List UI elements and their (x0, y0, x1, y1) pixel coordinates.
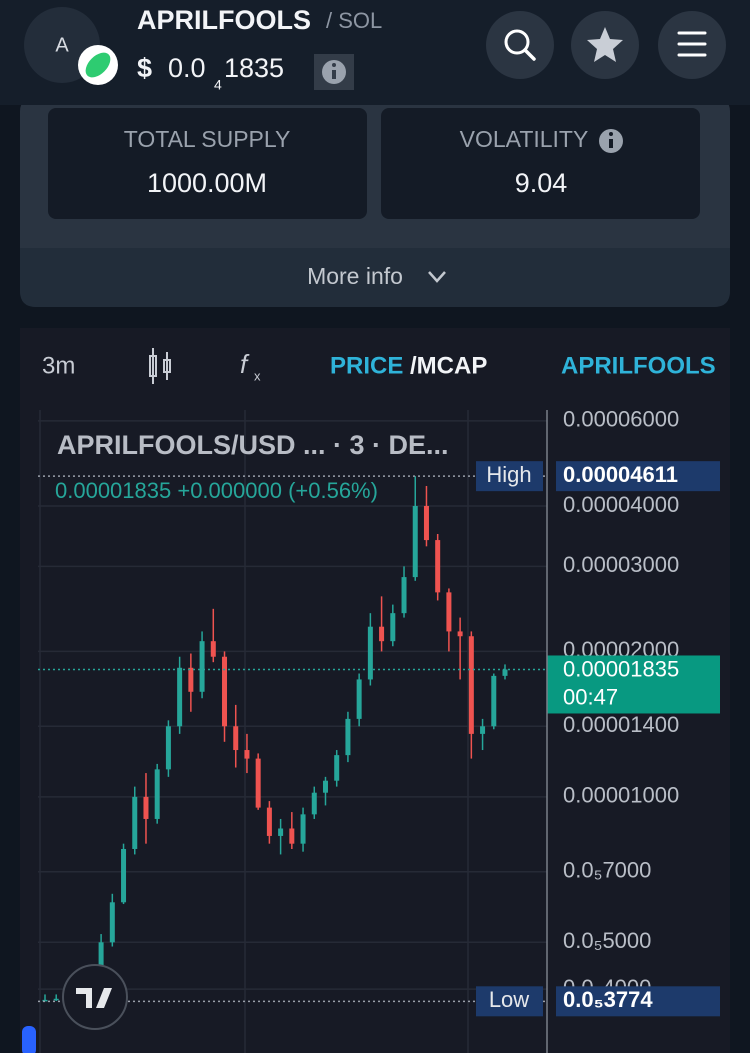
chevron-icon (428, 271, 446, 283)
search-icon (504, 29, 530, 55)
y-tick-label: 0.00001000 (563, 783, 679, 808)
chart-legend-values: 0.00001835 +0.000000 (+0.56%) (55, 478, 378, 503)
candle-body (311, 792, 317, 815)
menu-icon (677, 31, 707, 57)
avatar-letter: A (55, 34, 69, 56)
indicator-icon[interactable]: f (240, 349, 250, 379)
candle-body (412, 505, 418, 578)
candle-body (222, 656, 228, 727)
candle-body (480, 726, 486, 734)
more-info-bar[interactable] (20, 248, 730, 307)
stat-value: 1000.00M (147, 168, 267, 198)
candle-body (98, 942, 104, 982)
candle-body (154, 769, 160, 819)
candle-body (188, 667, 194, 692)
last-price-box (547, 655, 720, 714)
stat-label: VOLATILITY (460, 126, 589, 152)
candle-body (367, 626, 373, 680)
info-icon-bar (609, 139, 613, 148)
chart-legend-title: APRILFOOLS/USD ... · 3 · DE... (57, 430, 449, 460)
candle-body (177, 667, 183, 727)
price-lead: 0.0 (168, 53, 206, 83)
y-tick-label: 0.00003000 (563, 552, 679, 577)
candle-body (300, 814, 306, 844)
candle-body (199, 641, 205, 692)
interval-button[interactable]: 3m (42, 352, 75, 379)
info-icon-dot (609, 132, 613, 136)
candle-body (233, 726, 239, 751)
candle-body (423, 505, 429, 541)
candle-body (491, 675, 497, 727)
candle-body (132, 796, 138, 849)
token-title: APRILFOOLS (137, 5, 311, 35)
star-icon (587, 27, 623, 62)
marker-value: 0.0₅3774 (563, 987, 653, 1012)
indicator-icon-sub: x (254, 368, 261, 383)
tradingview-logo[interactable] (62, 964, 128, 1030)
candle-body (345, 718, 351, 756)
candle-body (446, 592, 452, 632)
symbol-label: APRILFOOLS (561, 352, 716, 379)
candle-body (334, 755, 340, 781)
side-tab[interactable] (22, 1026, 36, 1053)
y-tick-label: 0.0₅5000 (563, 928, 651, 953)
more-info-label: More info (307, 263, 403, 289)
y-tick-label: 0.00006000 (563, 407, 679, 432)
marker-value: 0.00004611 (563, 462, 678, 487)
candle-body (401, 577, 407, 614)
candle-body (390, 613, 396, 642)
marker-name: High (486, 462, 531, 487)
stat-value: 9.04 (515, 168, 568, 198)
marker-name: Low (489, 987, 529, 1012)
candle-body (468, 636, 474, 734)
candle-body (278, 828, 284, 836)
marker-value-box (556, 461, 720, 492)
y-tick-label: 0.00001400 (563, 712, 679, 737)
candle-body (322, 780, 328, 793)
search-button[interactable] (486, 11, 554, 79)
token-pair: / SOL (326, 8, 382, 33)
candle-body (53, 998, 59, 1001)
candle-body (109, 902, 115, 943)
candle-body (356, 679, 362, 719)
stat-label: TOTAL SUPPLY (124, 126, 291, 152)
price-toggle[interactable]: PRICE (330, 352, 403, 379)
candle-body (165, 726, 171, 770)
info-icon-bar (332, 70, 336, 79)
y-tick-label: 0.00004000 (563, 492, 679, 517)
candle-body (143, 796, 149, 819)
header-shadow (20, 95, 730, 105)
candle-body (255, 758, 261, 808)
mcap-toggle[interactable]: /MCAP (410, 352, 487, 379)
plot-area: 0.000060000.000040000.000030000.00002000… (38, 407, 720, 1053)
candle-body (210, 641, 216, 657)
candle-body (502, 669, 508, 676)
candle-body (289, 828, 295, 844)
tradingview-mark (76, 988, 112, 1008)
y-tick-label: 0.0₅7000 (563, 858, 651, 883)
candle-body (244, 750, 250, 759)
candle-body (457, 631, 463, 637)
last-price-timer: 00:47 (563, 684, 618, 709)
candle-body (266, 807, 272, 836)
token-logo-pill (85, 52, 111, 78)
info-icon-dot (332, 63, 336, 67)
last-price-label: 0.00001835 (563, 656, 679, 681)
stat-card (48, 108, 367, 219)
candle-body (121, 848, 127, 903)
candle-type-icon[interactable] (149, 348, 171, 384)
candle-body (435, 540, 441, 593)
price-currency: $ (137, 53, 152, 83)
marker-name-box (476, 986, 543, 1017)
search-icon-handle (523, 48, 536, 61)
marker-name-box (476, 461, 543, 492)
candle-body (379, 626, 385, 642)
price-tail: 1835 (224, 53, 284, 83)
marker-value-box (556, 986, 720, 1017)
price-sub: 4 (214, 77, 222, 93)
chart-container: 3m f x PRICE /MCAP APRILFOOLS 0.00006000… (20, 328, 730, 1053)
stat-card (381, 108, 700, 219)
